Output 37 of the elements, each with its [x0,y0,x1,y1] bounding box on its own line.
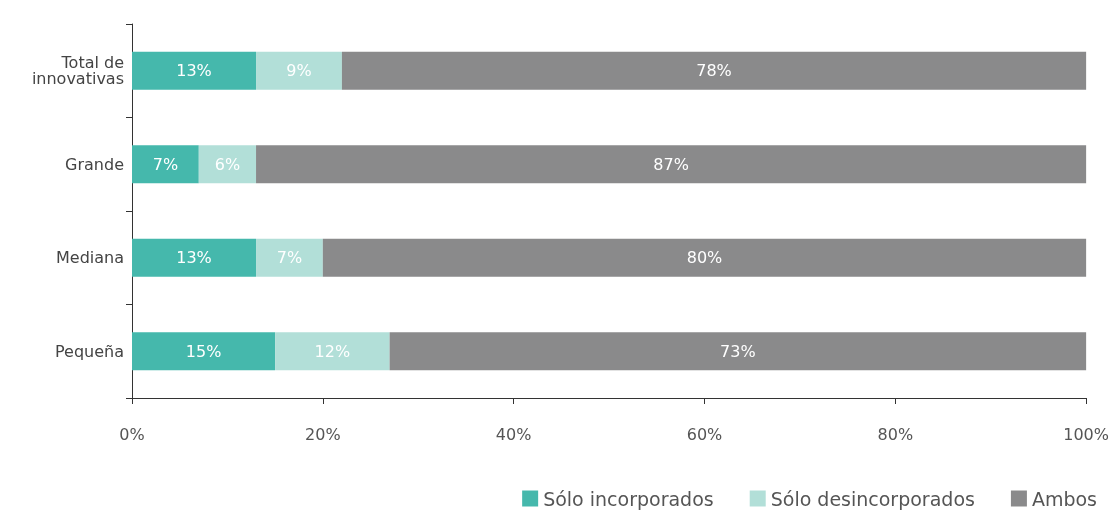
data-label: 87% [653,154,689,174]
x-tick-label: 40% [495,424,532,444]
bar [389,332,1087,371]
bar [275,332,390,371]
x-tick-label: 60% [686,424,723,444]
bar [256,51,342,90]
bar [256,238,323,277]
data-label: 73% [720,341,756,361]
bar [341,51,1087,90]
data-label: 13% [176,61,212,81]
x-tick-label: 0% [119,424,145,444]
legend-label: Ambos [1031,487,1097,510]
y-tick-label: Mediana [56,248,124,268]
data-label: 78% [696,61,732,81]
x-tick-label: 100% [1063,424,1109,444]
x-tick-label: 20% [305,424,341,444]
bar [132,145,199,184]
legend-label: Sólo incorporados [543,487,714,510]
y-tick-label: Pequeña [54,341,124,361]
bar [322,238,1087,277]
y-tick-label: Total de innovativas [31,53,124,89]
x-tick-label: 80% [877,424,914,444]
bar [132,51,257,90]
data-label: 6% [214,154,241,174]
bar [256,145,1087,184]
data-label: 15% [185,341,222,361]
data-label: 7% [276,248,303,268]
data-label: 80% [686,248,723,268]
bar [132,332,276,371]
data-label: 13% [176,248,212,268]
data-label: 9% [286,61,312,81]
bar [132,238,257,277]
y-tick-label: Grande [65,154,124,174]
data-label: 7% [152,154,179,174]
data-label: 12% [314,341,351,361]
legend-label: Sólo desincorporados [770,487,975,510]
bar [198,145,257,184]
